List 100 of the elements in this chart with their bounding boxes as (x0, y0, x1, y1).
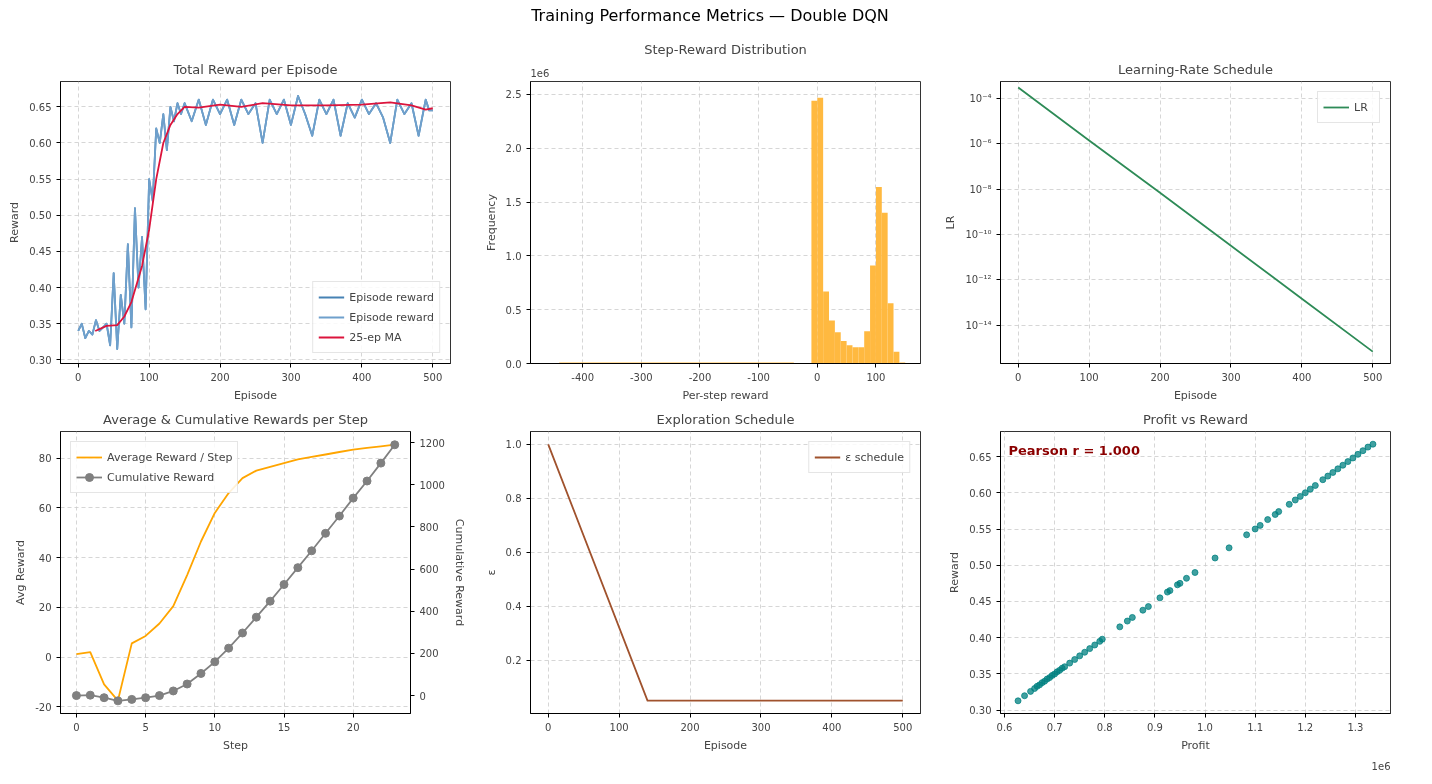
x-axis-title: Episode (1173, 388, 1218, 402)
y-tick-label: 0.35 (29, 318, 52, 330)
x-axis-title: Per-step reward (682, 388, 769, 402)
x-tick-label: 5 (142, 721, 149, 733)
y-tick-label: 0.30 (29, 354, 52, 366)
y-tick-label: 20 (38, 602, 52, 614)
x-tick-label: 200 (210, 371, 230, 383)
y-tick-label: 0.45 (969, 596, 992, 608)
y-axis-title: ε (484, 569, 498, 576)
y-tick-label: 80 (38, 453, 52, 465)
y-tick-label: 0.45 (29, 246, 52, 258)
x-tick-label: 200 (680, 721, 700, 733)
annotation: Pearson r = 1.000 (1008, 442, 1140, 458)
legend-label: LR (1354, 100, 1369, 114)
y-axis-title: Frequency (484, 193, 498, 251)
y-tick-label: 0.0 (505, 358, 522, 370)
x-tick-label: 0 (75, 371, 82, 383)
legend-label: Average Reward / Step (107, 450, 233, 464)
text: Training Performance Metrics — Double DQN (531, 5, 889, 27)
y-tick-label: 1.0 (505, 250, 522, 262)
x-axis-title: Episode (233, 388, 278, 402)
x-tick-label: 0.6 (996, 721, 1013, 733)
y-tick-label: 10⁻⁶ (969, 138, 992, 150)
y-tick-label: 0.35 (969, 668, 992, 680)
x-tick-label: 0 (73, 721, 80, 733)
y-tick-label: 0.40 (29, 282, 52, 294)
x-tick-label: 10 (208, 721, 222, 733)
y-tick-label: 0.55 (29, 174, 52, 186)
y-tick-label: 0.60 (29, 137, 52, 149)
chart-title: Exploration Schedule (656, 411, 795, 427)
y2-axis-title: Cumulative Reward (452, 518, 466, 627)
x-tick-label: 500 (1363, 371, 1383, 383)
y-tick-label: 40 (38, 552, 52, 564)
y-tick-label: 10⁻¹⁰ (965, 229, 992, 241)
y-tick-label: 1.5 (505, 197, 522, 209)
x-tick-label: 0 (545, 721, 552, 733)
y-tick-label: 0.6 (505, 547, 522, 559)
x-tick-label: -100 (747, 371, 770, 383)
y2-tick-label: 600 (419, 564, 439, 576)
text: 1e6 (530, 67, 550, 79)
y-tick-label: 0.50 (29, 210, 52, 222)
x-tick-label: 100 (139, 371, 159, 383)
y2-tick-label: 800 (419, 521, 439, 533)
x-tick-label: 400 (352, 371, 372, 383)
chart-title: Learning-Rate Schedule (1118, 61, 1273, 77)
x-axis-title: Episode (703, 738, 748, 752)
x-tick-label: 0 (1015, 371, 1022, 383)
y-tick-label: 0.60 (969, 487, 992, 499)
x-tick-label: 1.3 (1347, 721, 1364, 733)
y-tick-label: 10⁻¹⁴ (965, 319, 992, 331)
legend-label: Episode reward (349, 290, 434, 304)
legend-label: Episode reward (349, 310, 434, 324)
y-axis-title: LR (944, 215, 958, 230)
y-tick-label: 2.5 (505, 89, 522, 101)
x-tick-label: 200 (1150, 371, 1170, 383)
y2-tick-label: 1200 (419, 437, 445, 449)
y-tick-label: 1.0 (505, 439, 522, 451)
y-tick-label: 0.65 (969, 451, 992, 463)
y-tick-label: 0.55 (969, 524, 992, 535)
x-tick-label: 100 (866, 371, 886, 383)
x-tick-label: 1.2 (1297, 721, 1314, 733)
x-axis-title: Step (222, 738, 249, 752)
y-tick-label: 0.2 (505, 655, 522, 667)
y-tick-label: 60 (38, 502, 52, 514)
y-tick-label: 0.4 (505, 601, 522, 613)
x-axis-title: Profit (1181, 738, 1211, 752)
y-tick-label: 0.8 (505, 493, 522, 505)
legend-label: Cumulative Reward (107, 470, 215, 484)
x-tick-label: 1.0 (1197, 721, 1213, 733)
y-tick-label: 0.30 (969, 705, 992, 717)
x-tick-label: 100 (609, 721, 629, 733)
y-tick-label: 10⁻⁴ (969, 92, 992, 104)
x-tick-label: 0 (814, 371, 821, 383)
y-tick-label: 2.0 (505, 143, 522, 155)
chart-title: Average & Cumulative Rewards per Step (103, 411, 368, 427)
x-tick-label: 300 (281, 371, 301, 383)
chart-title: Step-Reward Distribution (644, 41, 807, 57)
y-tick-label: 0.65 (29, 101, 52, 113)
y2-tick-label: 400 (419, 606, 439, 618)
x-tick-label: -200 (688, 371, 712, 383)
x-tick-label: 100 (1079, 371, 1099, 383)
y-tick-label: 10⁻⁸ (969, 183, 992, 195)
legend-label: ε schedule (845, 450, 904, 464)
x-tick-label: 20 (346, 721, 360, 733)
x-tick-label: 0.8 (1096, 721, 1113, 733)
y-tick-label: 0 (45, 652, 52, 664)
x-tick-label: -300 (629, 371, 653, 383)
y-axis-title: Reward (8, 202, 22, 243)
y-axis-title: Reward (948, 552, 962, 593)
y2-tick-label: 200 (419, 648, 439, 660)
x-tick-label: 400 (1292, 371, 1312, 383)
y-axis-title: Avg Reward (14, 540, 28, 605)
y-tick-label: 0.50 (969, 560, 992, 572)
x-tick-label: -400 (571, 371, 595, 383)
y-tick-label: 0.40 (969, 632, 992, 644)
legend-label: 25-ep MA (349, 330, 402, 344)
x-tick-label: 300 (1221, 371, 1241, 383)
x-tick-label: 0.9 (1146, 721, 1163, 733)
chart-title: Profit vs Reward (1142, 411, 1249, 427)
x-tick-label: 400 (822, 721, 842, 733)
